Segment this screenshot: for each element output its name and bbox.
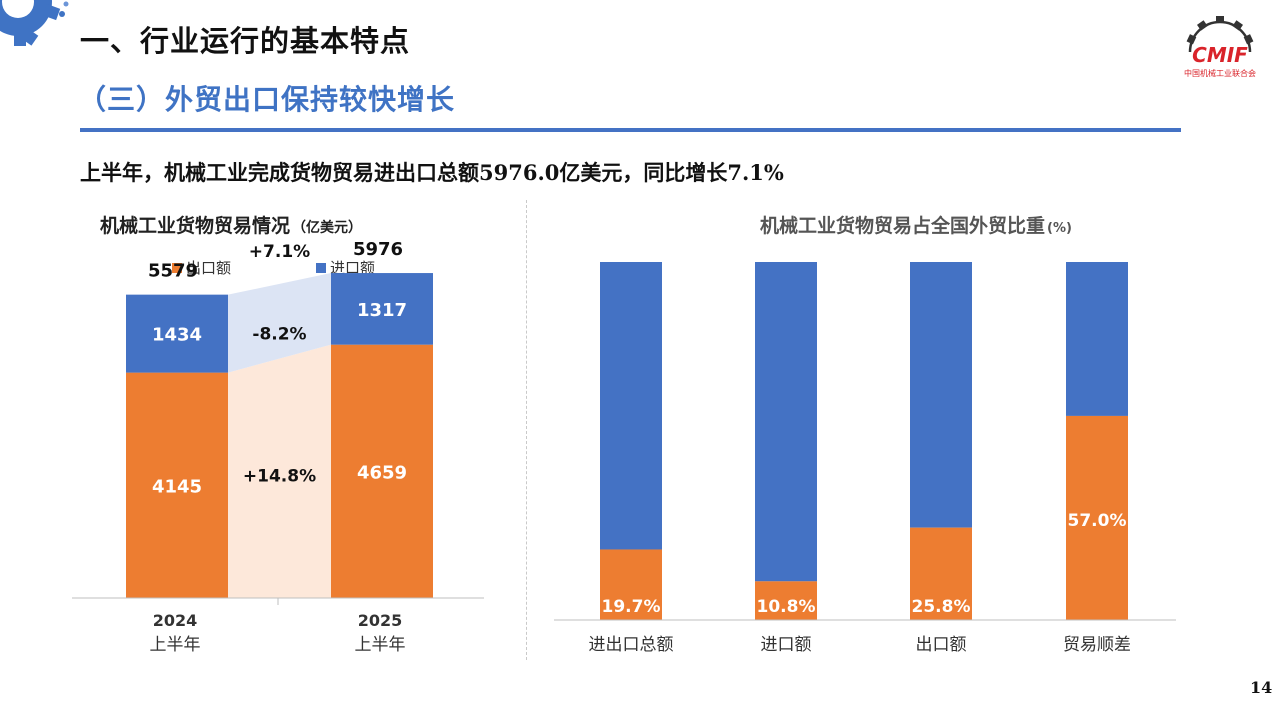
x-label-3: 贸易顺差 bbox=[1063, 635, 1131, 655]
x-label-period-1: 上半年 bbox=[355, 635, 406, 655]
x-axis-labels: 2024 上半年 2025 上半年 bbox=[150, 611, 406, 655]
x-label-year-0: 2024 bbox=[153, 611, 198, 630]
x-label-0: 进出口总额 bbox=[589, 635, 674, 655]
label-import-change: -8.2% bbox=[252, 325, 306, 345]
header-divider bbox=[80, 128, 1181, 132]
bar-import-1 bbox=[331, 273, 433, 345]
bar-rest-3 bbox=[1066, 262, 1128, 416]
label-share-2: 25.8% bbox=[912, 597, 971, 617]
chart-legend: 出口额 进口额 bbox=[172, 259, 375, 277]
logo-wordmark: CMIF bbox=[1192, 43, 1248, 67]
bar-share-0 bbox=[600, 549, 662, 620]
x-label-1: 进口额 bbox=[761, 635, 812, 655]
label-import-0: 1434 bbox=[152, 325, 202, 346]
cmif-logo: CMIF 中国机械工业联合会 bbox=[1184, 16, 1256, 78]
bar-export-0 bbox=[126, 372, 228, 598]
trade-volume-chart: 机械工业货物贸易情况 （亿美元） 出口额 进口额 4145 1434 5579 4659… bbox=[72, 214, 484, 655]
label-share-0: 19.7% bbox=[602, 597, 661, 617]
label-share-3: 57.0% bbox=[1068, 511, 1127, 531]
legend-import-label: 进口额 bbox=[330, 259, 375, 277]
x-label-period-0: 上半年 bbox=[150, 635, 201, 655]
chart-title-unit: (%) bbox=[1047, 221, 1072, 236]
bar-import-0 bbox=[126, 294, 228, 373]
label-total-1: 5976 bbox=[353, 239, 403, 260]
label-total-change: +7.1% bbox=[249, 242, 310, 262]
bars bbox=[126, 273, 433, 598]
gear-decoration-icon bbox=[0, 0, 69, 46]
change-bands bbox=[228, 273, 331, 598]
data-labels: 4145 1434 5579 4659 1317 5976 +7.1% -8.2% +14.8% bbox=[148, 239, 407, 497]
x-label-2: 出口额 bbox=[916, 635, 967, 655]
bar-share-2 bbox=[910, 527, 972, 620]
label-export-1: 4659 bbox=[357, 462, 407, 483]
chart-title-unit: （亿美元） bbox=[292, 219, 362, 236]
bar-rest-0 bbox=[600, 262, 662, 550]
label-export-change: +14.8% bbox=[243, 466, 316, 486]
section-title: 一、行业运行的基本特点 bbox=[80, 24, 411, 58]
bar-rest-1 bbox=[755, 262, 817, 582]
label-import-1: 1317 bbox=[357, 300, 407, 321]
legend-export-label: 出口额 bbox=[186, 259, 231, 277]
bar-export-1 bbox=[331, 344, 433, 598]
legend-export-swatch bbox=[172, 263, 182, 273]
page-number: 14 bbox=[1250, 678, 1273, 697]
bar-rest-2 bbox=[910, 262, 972, 528]
share-of-national-trade-chart: 机械工业货物贸易占全国外贸比重 (%) 19.7% 10.8% 25.8% 57.0%… bbox=[554, 214, 1176, 655]
chart-title: 机械工业货物贸易占全国外贸比重 bbox=[760, 214, 1045, 237]
chart-divider bbox=[526, 200, 527, 660]
legend-import-swatch bbox=[316, 263, 326, 273]
import-change-band bbox=[228, 273, 331, 373]
bar-share-3 bbox=[1066, 415, 1128, 620]
label-total-0: 5579 bbox=[148, 261, 198, 282]
x-label-year-1: 2025 bbox=[358, 611, 403, 630]
subsection-title: （三）外贸出口保持较快增长 bbox=[78, 83, 456, 116]
label-export-0: 4145 bbox=[152, 476, 202, 497]
export-change-band bbox=[228, 344, 331, 598]
logo-caption: 中国机械工业联合会 bbox=[1184, 68, 1256, 78]
bar-share-1 bbox=[755, 581, 817, 620]
x-axis-labels: 进出口总额 进口额 出口额 贸易顺差 bbox=[589, 635, 1132, 655]
label-share-1: 10.8% bbox=[757, 597, 816, 617]
bars: 19.7% 10.8% 25.8% 57.0% bbox=[600, 262, 1128, 620]
headline-text: 上半年，机械工业完成货物贸易进出口总额5976.0亿美元，同比增长7.1% bbox=[80, 160, 784, 185]
chart-title: 机械工业货物贸易情况 bbox=[100, 214, 290, 237]
